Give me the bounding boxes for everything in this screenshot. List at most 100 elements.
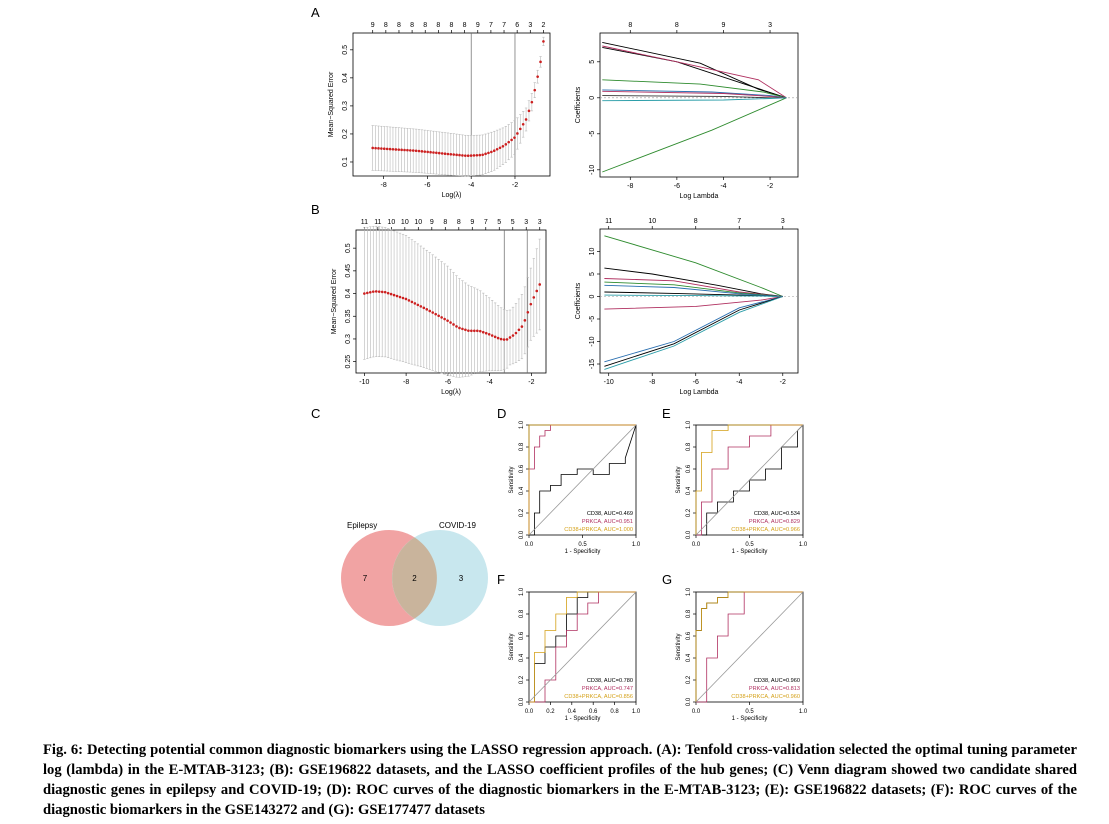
y-tick-label: 0.4 [345,289,352,299]
x-tick-label: -10 [604,379,614,386]
top-axis-label: 3 [768,22,772,29]
y-tick-label: 0.0 [686,697,692,706]
mse-point [536,75,539,78]
mse-point [435,151,438,155]
mse-point [382,147,386,151]
mse-point [492,149,496,153]
mse-point [490,334,494,337]
venn-label-covid: COVID-19 [439,521,476,530]
series-line [529,591,636,703]
mse-point [386,291,390,295]
legend-entry: CD38, AUC=0.469 [587,511,633,517]
mse-point [481,330,485,334]
mse-point [452,323,455,326]
y-tick-label: -5 [589,131,596,137]
y-tick-label: 0.2 [686,508,692,517]
mse-point [499,337,503,341]
series-line [604,296,783,370]
top-axis-label: 10 [414,219,422,226]
x-axis-label: 1 - Specificity [565,716,601,722]
x-tick-label: -2 [528,379,534,386]
mse-point [493,335,497,339]
y-axis-label: Coefficients [575,282,582,319]
y-tick-label: 0.0 [519,697,525,706]
top-axis-label: 8 [457,219,461,226]
legend-entry: CD38, AUC=0.960 [754,678,800,684]
x-tick-label: 1.0 [799,709,808,715]
mse-point [437,151,441,155]
mse-point [385,147,389,151]
mse-point [392,293,396,297]
top-axis-label: 7 [502,22,506,29]
x-axis-label: 1 - Specificity [732,549,768,555]
y-tick-label: -5 [589,316,596,322]
series-line [696,424,803,536]
x-tick-label: 1.0 [799,542,808,548]
mse-point [431,311,435,314]
x-tick-label: -4 [487,379,493,386]
top-axis-label: 2 [541,22,545,29]
top-axis-label: 8 [450,22,454,29]
mse-point [505,338,509,341]
top-axis-label: 11 [374,219,381,226]
mse-point [496,336,500,340]
y-tick-label: 10 [589,248,596,256]
x-axis-label: Log(λ) [442,192,462,199]
series-line [529,424,637,536]
panel-label-d: D [497,406,507,421]
mse-point [539,60,542,64]
mse-point [377,290,381,293]
mse-point [507,140,511,144]
mse-point [388,147,392,151]
reference-diagonal [695,591,804,703]
mse-point [446,319,449,322]
mse-point [517,328,521,332]
top-axis-label: 7 [489,22,493,29]
y-tick-label: 0.0 [686,530,692,539]
y-tick-label: 1.0 [686,420,692,429]
roc-plot-f: 0.0 0.2 0.4 0.6 0.8 1.0 0.0 0.2 0.4 0.6 0.8 1.0 1 - … [509,587,641,722]
y-tick-label: 0.3 [345,334,352,344]
top-axis-label: 3 [781,218,785,225]
y-tick-label: 0.8 [519,609,525,618]
mse-point [440,152,444,155]
mse-point [487,151,490,155]
venn-count-epilepsy-only: 7 [363,574,368,583]
x-tick-label: 0.0 [525,542,534,548]
x-tick-label: -6 [674,183,680,190]
top-axis-label: 8 [384,22,388,29]
legend-entry: PRKCA, AUC=0.813 [749,686,800,692]
x-axis-label: 1 - Specificity [732,716,768,722]
mse-point [411,149,415,152]
lasso-coef-plot-b: -10 -8 -6 -4 -2 -15 -10 -5 0 5 10 Log Lambda Coeffic… [575,218,799,396]
y-tick-label: 5 [589,272,596,276]
y-tick-label: 0.8 [686,609,692,618]
x-tick-label: -2 [512,182,518,189]
legend-entry: PRKCA, AUC=0.951 [582,519,633,525]
top-axis-label: 5 [511,219,515,226]
mse-point [380,147,383,150]
x-tick-label: 0.8 [610,709,619,715]
mse-point [377,147,380,150]
y-tick-label: 0.2 [342,129,349,139]
figure-caption: Fig. 6: Detecting potential common diagn… [43,742,1077,818]
series-line [696,424,804,536]
x-tick-label: 0.2 [546,709,555,715]
y-tick-label: 0.4 [519,486,525,495]
y-tick-label: 0.8 [519,442,525,451]
top-axis-label: 11 [361,219,368,226]
mse-point [472,154,476,157]
series-line [602,97,787,102]
mse-point [464,328,467,332]
y-tick-label: 1.0 [519,420,525,429]
series-line [602,97,787,173]
y-tick-label: 0.2 [519,675,525,684]
top-axis-label: 10 [401,219,409,226]
mse-point [428,309,432,313]
x-tick-label: -4 [720,183,726,190]
series-line [695,424,803,535]
series-line [604,284,783,297]
top-axis-label: 8 [694,218,698,225]
top-axis-label: 8 [463,22,467,29]
mse-point [404,297,408,301]
